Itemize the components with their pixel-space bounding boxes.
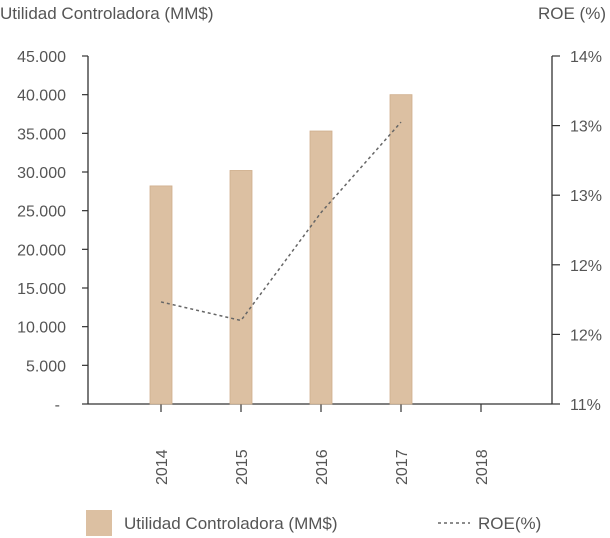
bar — [309, 130, 333, 405]
bar — [389, 94, 413, 405]
x-tick-label: 2015 — [234, 449, 251, 485]
legend-swatch-bar — [86, 510, 112, 536]
x-tick-label: 2018 — [474, 449, 491, 485]
x-tick-label: 2014 — [154, 449, 171, 485]
y-tick-label: 20.000 — [17, 242, 66, 259]
y-axis-title: Utilidad Controladora (MM$) — [0, 4, 214, 23]
y2-tick-label: 13% — [570, 119, 602, 136]
y-tick-label: 10.000 — [17, 320, 66, 337]
y2-axis-title: ROE (%) — [538, 4, 606, 23]
y2-tick-label: 14% — [570, 49, 602, 66]
legend: Utilidad Controladora (MM$) ROE(%) — [86, 510, 541, 536]
legend-label-bar: Utilidad Controladora (MM$) — [124, 514, 338, 533]
bars-layer — [149, 94, 413, 405]
y2-tick-label: 13% — [570, 188, 602, 205]
y-tick-label: 40.000 — [17, 88, 66, 105]
y-tick-label: 15.000 — [17, 281, 66, 298]
roe-line — [160, 121, 402, 322]
y-tick-label: 25.000 — [17, 204, 66, 221]
y2-tick-label: 11% — [570, 397, 601, 414]
bar — [229, 170, 253, 405]
y-tick-label: 30.000 — [17, 165, 66, 182]
y2-tick-label: 12% — [570, 258, 602, 275]
line-layer — [160, 121, 402, 322]
x-tick-label: 2016 — [314, 449, 331, 485]
bar — [149, 185, 173, 405]
axes-layer: - 5.000 10.000 15.000 20.000 25.000 30.000 35.0… — [17, 49, 602, 485]
y2-tick-label: 12% — [570, 327, 602, 344]
y-tick-label: 5.000 — [26, 358, 66, 375]
legend-label-line: ROE(%) — [478, 514, 541, 533]
x-tick-label: 2017 — [394, 449, 411, 485]
y-tick-label: 35.000 — [17, 126, 66, 143]
y-tick-label: 45.000 — [17, 49, 66, 66]
y-tick-label: - — [55, 397, 60, 414]
